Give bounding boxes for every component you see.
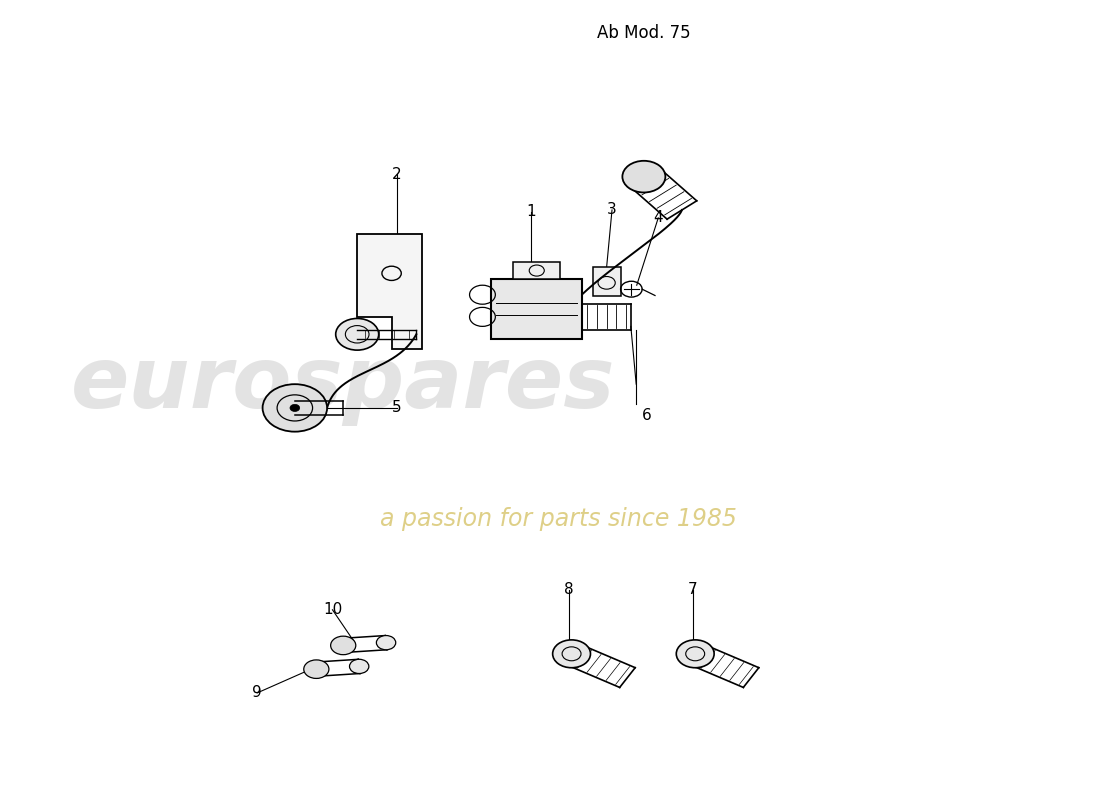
Text: 4: 4	[653, 210, 663, 226]
Circle shape	[350, 659, 368, 674]
Circle shape	[676, 640, 714, 668]
Bar	[491, 279, 582, 338]
Text: 9: 9	[252, 686, 262, 701]
Bar	[513, 262, 560, 279]
Text: 3: 3	[607, 202, 617, 218]
Text: eurospares: eurospares	[72, 342, 616, 426]
Text: 6: 6	[641, 408, 651, 423]
Text: 5: 5	[393, 401, 402, 415]
Text: 2: 2	[393, 167, 402, 182]
Circle shape	[263, 384, 327, 432]
Circle shape	[336, 318, 378, 350]
Polygon shape	[358, 234, 421, 349]
Circle shape	[331, 636, 355, 654]
Text: Ab Mod. 75: Ab Mod. 75	[597, 24, 691, 42]
Circle shape	[290, 404, 299, 411]
Text: 7: 7	[688, 582, 697, 598]
Circle shape	[623, 161, 666, 193]
Circle shape	[304, 660, 329, 678]
Text: 8: 8	[564, 582, 574, 598]
Text: 10: 10	[322, 602, 342, 618]
Circle shape	[376, 635, 396, 650]
Circle shape	[552, 640, 591, 668]
Text: 1: 1	[527, 205, 536, 219]
Text: a passion for parts since 1985: a passion for parts since 1985	[379, 506, 737, 530]
Bar	[593, 267, 620, 295]
